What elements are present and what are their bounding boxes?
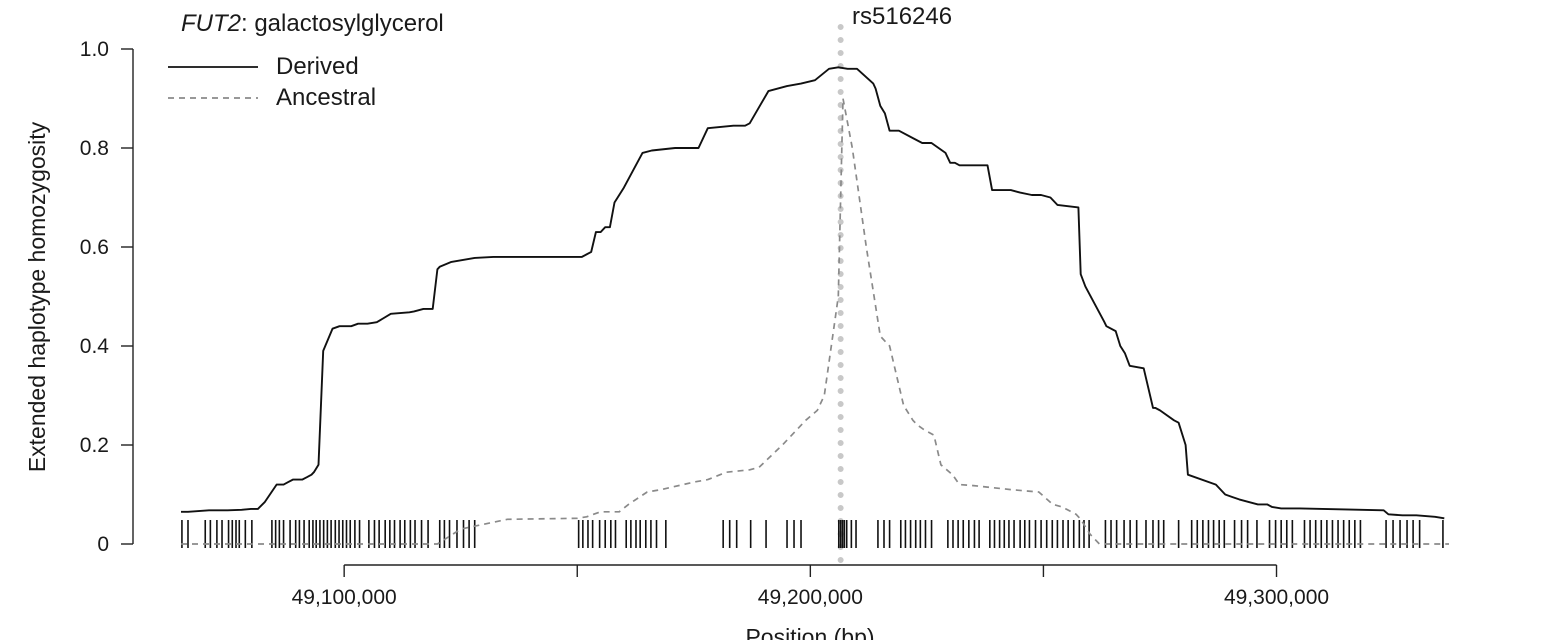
chart-title: FUT2: galactosylglycerol: [181, 10, 444, 37]
x-axis-title: Position (bp): [745, 624, 874, 640]
legend-label-ancestral: Ancestral: [276, 84, 376, 111]
series-line-ancestral: [181, 97, 1449, 545]
legend-label-derived: Derived: [276, 53, 359, 80]
x-axis: 49,100,000 49,200,000 49,300,000: [292, 564, 1329, 609]
x-tick-label: 49,100,000: [292, 586, 397, 609]
series-layer: [181, 66, 1449, 545]
y-tick-label: 0.6: [80, 236, 109, 259]
title-gene: FUT2: [181, 10, 241, 37]
y-tick-label: 1.0: [80, 38, 109, 61]
title-rest: : galactosylglycerol: [241, 10, 444, 37]
x-tick-label: 49,200,000: [758, 586, 863, 609]
y-tick-label: 0: [97, 533, 109, 556]
y-axis: 0 0.2 0.4 0.6 0.8 1.0: [80, 38, 134, 556]
y-tick-label: 0.8: [80, 137, 109, 160]
series-line-derived: [181, 66, 1445, 520]
y-tick-label: 0.2: [80, 434, 109, 457]
x-tick-label: 49,300,000: [1224, 586, 1329, 609]
legend: Derived Ancestral: [168, 53, 376, 111]
snp-annotation-label: rs516246: [852, 3, 952, 30]
y-tick-label: 0.4: [80, 335, 110, 358]
snp-rug: [181, 520, 1444, 548]
y-axis-title: Extended haplotype homozygosity: [24, 121, 50, 472]
